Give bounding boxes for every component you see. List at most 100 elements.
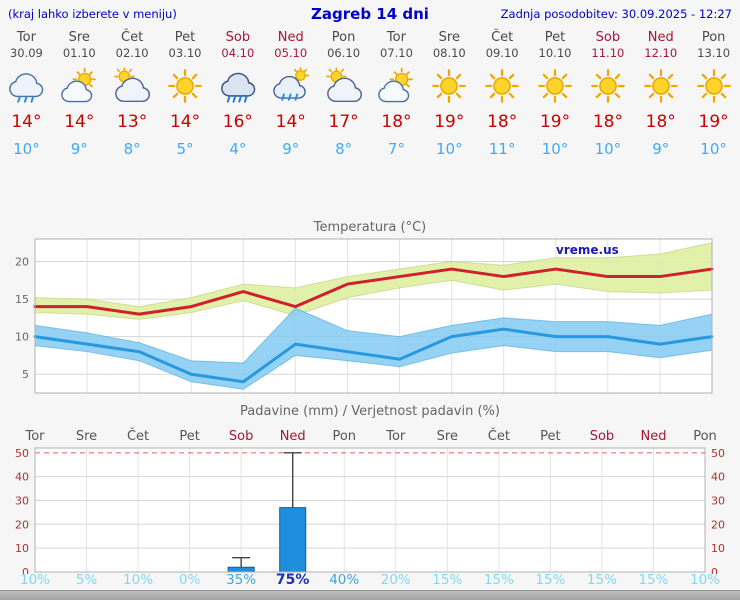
day-max-temp: 18°	[645, 112, 676, 132]
day-label: Ned	[640, 429, 666, 444]
day-column[interactable]: Sob 11.10 18° 10°	[581, 30, 634, 158]
sun-icon	[634, 66, 687, 106]
sun-icon	[529, 66, 582, 106]
y-axis-tick-label-right: 40	[711, 471, 725, 484]
day-min-temp: 10°	[541, 140, 569, 158]
day-min-temp: 10°	[13, 140, 40, 158]
precipitation-probability: 15%	[432, 572, 463, 588]
day-label: Tor	[385, 429, 406, 444]
location-hint: (kraj lahko izberete v meniju)	[8, 7, 177, 21]
day-column[interactable]: Pon 13.10 19° 10°	[687, 30, 740, 158]
day-min-temp: 8°	[335, 140, 353, 158]
day-column[interactable]: Sre 08.10 19° 10°	[423, 30, 476, 158]
day-min-temp: 5°	[176, 140, 194, 158]
precipitation-probability: 75%	[275, 572, 310, 588]
sun-icon	[159, 66, 212, 106]
day-name: Sre	[438, 30, 460, 45]
day-column[interactable]: Čet 09.10 18° 11°	[476, 30, 529, 158]
day-max-temp: 17°	[328, 112, 359, 132]
temperature-chart: Temperatura (°C) 5 10 15 20	[15, 220, 714, 394]
day-min-temp: 10°	[436, 140, 463, 158]
days-strip: Tor 30.09 14° 10° Sre 01.10 14° 9° Čet 02.10 13° 8°…	[0, 30, 740, 158]
y-axis-tick-label-left: 30	[15, 494, 29, 507]
day-date: 10.10	[538, 46, 572, 60]
sun-icon	[687, 66, 740, 106]
day-max-temp: 18°	[592, 112, 623, 132]
day-label: Sob	[229, 429, 253, 444]
day-name: Ned	[647, 30, 674, 45]
day-column[interactable]: Ned 12.10 18° 9°	[634, 30, 687, 158]
day-date: 03.10	[168, 46, 202, 60]
day-label: Ned	[280, 429, 306, 444]
y-axis-tick-label-left: 20	[15, 518, 29, 531]
day-label: Pet	[179, 429, 199, 444]
precipitation-chart-title: Padavine (mm) / Verjetnost padavin (%)	[240, 404, 500, 419]
day-min-temp: 10°	[594, 140, 622, 158]
day-column[interactable]: Sre 01.10 14° 9°	[53, 30, 106, 158]
y-axis-tick-label-left: 50	[15, 447, 29, 460]
day-name: Sob	[225, 30, 251, 45]
day-max-temp: 19°	[698, 112, 729, 132]
day-name: Pon	[331, 30, 356, 45]
day-column[interactable]: Ned 05.10 14° 9°	[264, 30, 317, 158]
day-label: Pon	[332, 429, 356, 444]
day-label: Čet	[127, 428, 149, 444]
day-column[interactable]: Pet 10.10 19° 10°	[529, 30, 582, 158]
day-date: 11.10	[591, 46, 625, 60]
day-name: Tor	[386, 30, 406, 45]
day-min-temp: 7°	[387, 140, 405, 158]
day-column[interactable]: Pon 06.10 17° 8°	[317, 30, 370, 158]
sun-icon	[476, 66, 529, 106]
last-updated: Zadnja posodobitev: 30.09.2025 - 12:27	[500, 7, 732, 21]
day-name: Čet	[121, 30, 144, 45]
sun-icon	[581, 66, 634, 106]
day-date: 09.10	[485, 46, 519, 60]
day-date: 13.10	[697, 46, 731, 60]
precipitation-probability: 10%	[689, 572, 720, 588]
day-column[interactable]: Sob 04.10 16° 4°	[211, 30, 264, 158]
day-max-temp: 14°	[11, 112, 42, 132]
cloud-sun-icon	[106, 66, 159, 106]
day-label: Sre	[437, 429, 458, 444]
day-column[interactable]: Čet 02.10 13° 8°	[106, 30, 159, 158]
day-label: Tor	[24, 429, 45, 444]
day-column[interactable]: Pet 03.10 14° 5°	[159, 30, 212, 158]
heavy-rain-icon	[211, 66, 264, 106]
precipitation-probability: 0%	[178, 572, 201, 588]
day-date: 07.10	[379, 46, 413, 60]
day-date: 12.10	[644, 46, 678, 60]
bottom-scrollbar[interactable]	[0, 590, 740, 600]
day-date: 02.10	[115, 46, 149, 60]
day-name: Sob	[595, 30, 621, 45]
precipitation-probability: 15%	[535, 572, 566, 588]
day-max-temp: 18°	[487, 112, 518, 132]
day-min-temp: 9°	[70, 140, 88, 158]
temperature-chart-title: Temperatura (°C)	[313, 220, 426, 235]
y-axis-tick-label-right: 10	[711, 542, 725, 555]
precipitation-probability: 20%	[380, 572, 411, 588]
day-name: Ned	[277, 30, 304, 45]
y-axis-tick-label: 20	[15, 256, 29, 269]
y-axis-tick-label-right: 30	[711, 494, 725, 507]
day-column[interactable]: Tor 30.09 14° 10°	[0, 30, 53, 158]
y-axis-tick-label-right: 0	[711, 566, 718, 574]
day-label: Pet	[540, 429, 560, 444]
rain-sun-icon	[264, 66, 317, 106]
watermark-link[interactable]: vreme.us	[556, 243, 619, 257]
day-name: Pet	[174, 30, 196, 45]
sun-cloud-icon	[53, 66, 106, 106]
day-date: 30.09	[9, 46, 43, 60]
rain-icon	[0, 66, 53, 106]
y-axis-tick-label-left: 0	[22, 566, 29, 574]
precipitation-plot-area	[35, 448, 705, 572]
day-min-temp: 11°	[488, 140, 516, 158]
day-max-temp: 19°	[434, 112, 465, 132]
day-max-temp: 14°	[169, 112, 201, 132]
day-name: Tor	[16, 30, 36, 45]
precipitation-probability: 10%	[19, 572, 50, 588]
day-label: Sob	[590, 429, 614, 444]
precipitation-probability: 15%	[638, 572, 669, 588]
day-column[interactable]: Tor 07.10 18° 7°	[370, 30, 423, 158]
y-axis-tick-label-right: 50	[711, 447, 725, 460]
day-min-temp: 4°	[229, 140, 247, 158]
